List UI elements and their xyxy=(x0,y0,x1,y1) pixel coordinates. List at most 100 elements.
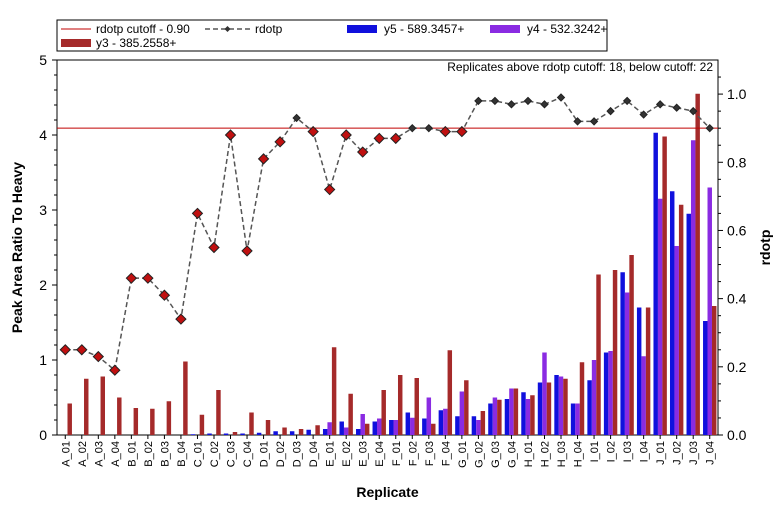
y2-tick-label: 0.2 xyxy=(727,359,747,375)
bar-y4 xyxy=(360,414,365,435)
bar-y3 xyxy=(678,204,684,435)
x-tick-label: J_02 xyxy=(672,441,684,465)
rdotp-point-below xyxy=(357,146,369,158)
rdotp-point-below xyxy=(191,207,204,220)
bar-y5 xyxy=(620,272,625,435)
bar-y5 xyxy=(240,433,245,435)
bar-y4 xyxy=(624,292,630,435)
rdotp-point xyxy=(292,113,301,123)
y2-tick-label: 0.8 xyxy=(727,154,747,170)
rdotp-point-below xyxy=(125,272,138,284)
bar-y3 xyxy=(645,307,651,435)
bar-y4 xyxy=(641,356,646,435)
x-tick-label: H_03 xyxy=(556,441,568,467)
x-tick-label: E_04 xyxy=(374,441,386,467)
rdotp-point-below xyxy=(373,132,385,145)
bar-y3 xyxy=(298,429,304,435)
bar-y4 xyxy=(657,198,663,435)
bar-y4 xyxy=(525,399,531,435)
bar-y3 xyxy=(563,378,568,435)
x-tick-label: D_03 xyxy=(292,441,304,467)
bar-y3 xyxy=(381,390,386,435)
bar-y5 xyxy=(488,403,493,435)
rdotp-line xyxy=(65,96,711,372)
rdotp-point xyxy=(573,117,582,126)
legend-label: y3 - 385.2558+ xyxy=(96,36,176,50)
rdotp-point xyxy=(589,117,599,126)
bar-y4 xyxy=(674,246,679,435)
bar-y5 xyxy=(207,433,212,435)
legend-label: rdotp xyxy=(255,22,283,36)
bar-y5 xyxy=(422,418,427,435)
x-tick-label: I_02 xyxy=(606,441,618,462)
bar-y3 xyxy=(364,423,370,435)
rdotp-point xyxy=(523,96,533,106)
bar-y3 xyxy=(183,361,188,435)
bar-y4 xyxy=(476,420,481,435)
bar-y3 xyxy=(530,395,535,435)
bar-y3 xyxy=(629,255,634,435)
bar-y5 xyxy=(703,321,708,435)
x-tick-label: C_03 xyxy=(226,441,238,467)
bar-y3 xyxy=(579,362,585,435)
x-tick-label: F_03 xyxy=(424,441,436,466)
rdotp-point xyxy=(639,110,648,119)
bar-y5 xyxy=(273,431,278,435)
x-tick-label: D_02 xyxy=(275,441,287,467)
rdotp-point-below xyxy=(59,344,71,356)
bar-y4 xyxy=(377,418,382,435)
bar-y3 xyxy=(150,408,155,435)
rdotp-point-below xyxy=(76,344,88,356)
x-tick-label: B_04 xyxy=(176,441,188,467)
legend-label: y4 - 532.3242+ xyxy=(527,22,607,36)
rdotp-point xyxy=(655,100,665,109)
rdotp-point-below xyxy=(340,129,352,141)
bar-y3 xyxy=(414,378,419,435)
y-tick-label: 1 xyxy=(39,352,47,368)
bar-y5 xyxy=(471,416,477,435)
y2-tick-label: 1.0 xyxy=(727,86,747,102)
y-tick-label: 0 xyxy=(39,427,47,443)
rdotp-point xyxy=(705,123,714,133)
bar-y5 xyxy=(521,392,526,435)
bar-y4 xyxy=(608,351,613,435)
x-tick-label: G_01 xyxy=(457,441,469,468)
rdotp-point-below xyxy=(390,132,402,145)
bar-y5 xyxy=(289,431,295,435)
bar-y4 xyxy=(509,388,514,435)
bar-y5 xyxy=(389,420,394,435)
bar-y3 xyxy=(117,397,122,435)
rdotp-point-below xyxy=(224,129,237,141)
x-tick-label: B_03 xyxy=(159,441,171,467)
rdotp-point-below xyxy=(109,364,121,376)
bar-y3 xyxy=(431,423,436,435)
x-tick-label: G_03 xyxy=(490,441,502,468)
bar-y3 xyxy=(282,427,287,435)
bar-y3 xyxy=(216,390,221,435)
rdotp-point xyxy=(556,93,566,102)
bar-y4 xyxy=(591,360,597,435)
rdotp-point-below xyxy=(158,289,171,301)
replicate-summary: Replicates above rdotp cutoff: 18, below… xyxy=(447,60,713,74)
rdotp-point-below xyxy=(142,272,154,284)
rdotp-point xyxy=(606,106,615,116)
bar-y3 xyxy=(348,393,353,435)
rdotp-point xyxy=(408,123,417,133)
x-tick-label: F_02 xyxy=(407,441,419,466)
rdotp-point-below xyxy=(307,125,319,138)
rdotp-point xyxy=(424,123,434,133)
bar-y4 xyxy=(492,397,498,435)
bar-y5 xyxy=(405,412,411,435)
legend-rdotp-marker xyxy=(224,26,231,32)
x-tick-label: J_04 xyxy=(705,441,717,465)
x-tick-label: D_04 xyxy=(308,441,320,467)
bar-y5 xyxy=(537,382,543,435)
bar-y3 xyxy=(100,376,105,435)
bar-y3 xyxy=(711,306,717,435)
x-tick-label: A_03 xyxy=(93,441,105,467)
rdotp-point xyxy=(672,103,681,112)
bar-y5 xyxy=(322,429,328,435)
x-tick-label: F_01 xyxy=(391,441,403,466)
bar-y3 xyxy=(464,380,469,435)
